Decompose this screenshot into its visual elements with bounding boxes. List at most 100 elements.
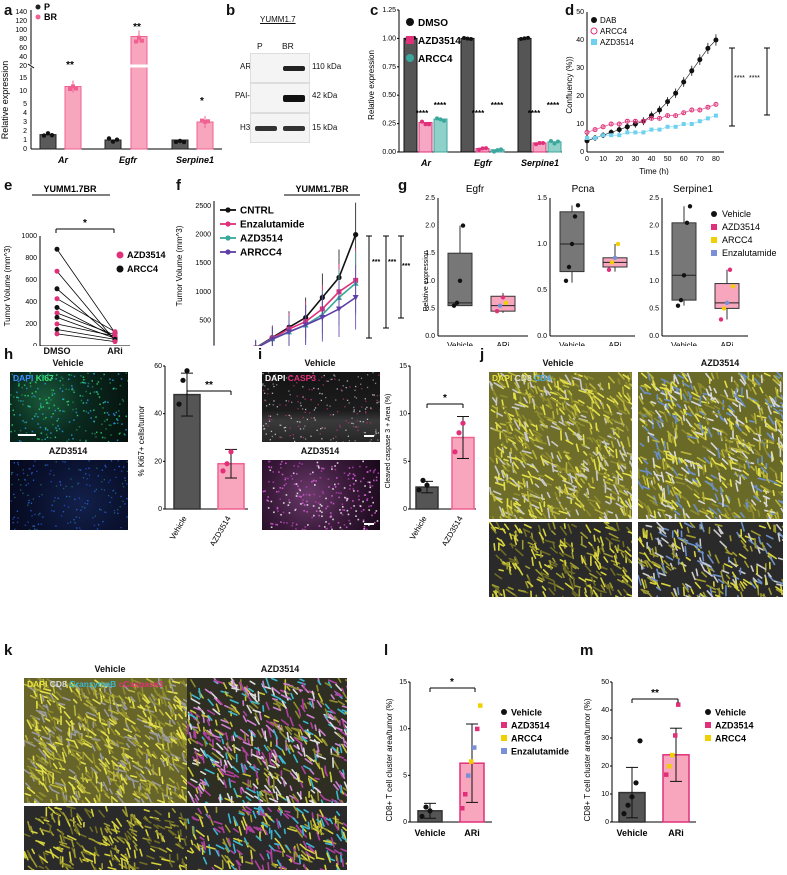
h-speck-top-speck [89, 392, 92, 395]
j-tex-4-fiber [719, 540, 728, 549]
i-speck-bot-speck [370, 505, 372, 507]
k-tex-2-fiber [194, 730, 197, 740]
k-tex-2-fiber [309, 799, 317, 803]
j-tex-2-fiber [680, 467, 690, 475]
h-speck-top-speck [114, 422, 116, 425]
k-tex-2-fiber [285, 742, 291, 751]
i-speck-top-speck [360, 383, 362, 385]
j-tex-1-fiber [525, 389, 530, 399]
i-speck-top-speck [268, 403, 271, 406]
h-speck-top-speck [62, 384, 64, 386]
k-tex-2-fiber [325, 713, 328, 720]
k-tex-3-fiber [84, 857, 94, 863]
h-speck-bot-speck [101, 469, 104, 471]
k-tex-2-fiber [314, 724, 317, 732]
j-tex-1-fiber [601, 402, 605, 410]
i-speck-top-speck [297, 401, 299, 403]
j-tex-1-fiber [566, 496, 574, 500]
j-tex-4-fiber [652, 572, 656, 581]
h-speck-bot-speck [53, 474, 55, 476]
j-tex-1-fiber [547, 383, 552, 391]
j-tex-2-fiber [694, 431, 704, 436]
panel-j-stain-dapi: DAPI [492, 373, 513, 383]
panel-d-xtick: 40 [648, 156, 656, 163]
k-tex-3-fiber [132, 836, 138, 842]
k-tex-1-fiber [94, 741, 102, 751]
j-tex-3-fiber [538, 531, 545, 540]
j-tex-2-fiber [728, 445, 732, 453]
i-speck-bot-speck [311, 480, 313, 483]
panel-b-blot: YUMM1.7 P BR AR PAI-1 H3 110 kDa 42 kDa … [230, 15, 360, 155]
k-tex-2-fiber [261, 728, 266, 737]
h-speck-bot-speck [68, 468, 70, 470]
i-speck-bot-speck [270, 500, 273, 503]
h-speck-top-speck [103, 412, 106, 414]
j-tex-3-fiber [552, 557, 556, 563]
k-tex-2-fiber [271, 686, 281, 695]
j-tex-1-fiber [503, 460, 510, 468]
k-tex-1-fiber [89, 705, 97, 709]
k-tex-4-fiber [259, 853, 265, 861]
j-tex-2-fiber [763, 438, 775, 443]
k-tex-1-fiber [136, 800, 139, 803]
i-speck-bot-speck [297, 495, 299, 498]
j-tex-2-fiber [675, 493, 681, 503]
j-tex-3-fiber [507, 586, 514, 591]
k-tex-2-fiber [233, 731, 237, 738]
j-tex-2-fiber [752, 399, 761, 407]
j-tex-1-fiber [512, 479, 521, 488]
k-tex-4-fiber [197, 807, 202, 814]
i-speck-top-speck [346, 380, 349, 382]
j-tex-2-fiber [658, 410, 666, 415]
i-speck-bot-speck [331, 468, 333, 470]
i-speck-top-speck [269, 439, 272, 441]
i-speck-bot-speck [369, 469, 372, 472]
j-tex-4-fiber [659, 555, 664, 566]
h-speck-top-speck [84, 430, 87, 432]
i-speck-bot-speck [341, 513, 344, 516]
j-tex-2-fiber [663, 450, 670, 453]
k-tex-1-fiber [64, 682, 75, 689]
h-speck-top-speck [18, 383, 20, 385]
k-tex-2-fiber [256, 729, 263, 738]
j-tex-1-fiber [536, 516, 547, 519]
k-tex-3-fiber [183, 821, 187, 830]
k-tex-1-fiber [38, 710, 47, 714]
k-tex-1-fiber [140, 781, 150, 789]
j-tex-2-fiber [700, 407, 707, 416]
k-tex-2-fiber [249, 700, 260, 705]
k-tex-1-fiber [52, 762, 58, 770]
k-tex-1-fiber [99, 690, 104, 697]
panel-f-line [257, 234, 357, 346]
k-tex-1-fiber [85, 735, 93, 739]
k-tex-3-fiber [126, 830, 134, 838]
j-tex-4-fiber [757, 578, 763, 584]
h-speck-bot-speck [17, 464, 20, 466]
i-speck-top-speck [372, 372, 374, 374]
j-tex-1-fiber [523, 443, 531, 450]
k-tex-1-fiber [51, 683, 56, 694]
h-speck-top-speck [116, 419, 119, 421]
j-tex-1-fiber [498, 506, 505, 517]
j-tex-2-fiber [642, 459, 649, 465]
panel-g-point [503, 300, 509, 306]
k-tex-1-fiber [77, 740, 84, 746]
panel-a-point-br [68, 86, 72, 91]
panel-c-ylabel: Relative expression [367, 50, 376, 120]
j-tex-4-fiber [766, 542, 772, 549]
k-tex-4-fiber [204, 806, 209, 814]
k-tex-1-fiber [81, 742, 93, 748]
panel-label-m: m [580, 642, 594, 659]
j-tex-2-fiber [693, 489, 700, 495]
j-tex-2-fiber [757, 463, 766, 468]
h-speck-top-speck [75, 408, 77, 410]
h-speck-top-speck [120, 378, 123, 380]
h-speck-top-speck [50, 416, 53, 418]
panel-i-image-vehicle: DAPI CASP3 [262, 372, 380, 442]
k-tex-2-fiber [201, 714, 210, 719]
i-speck-top-speck [342, 385, 344, 387]
j-tex-1-fiber [589, 423, 593, 430]
h-speck-top-speck [118, 433, 121, 435]
j-tex-1-fiber [541, 453, 550, 460]
i-speck-bot-speck [331, 465, 333, 468]
